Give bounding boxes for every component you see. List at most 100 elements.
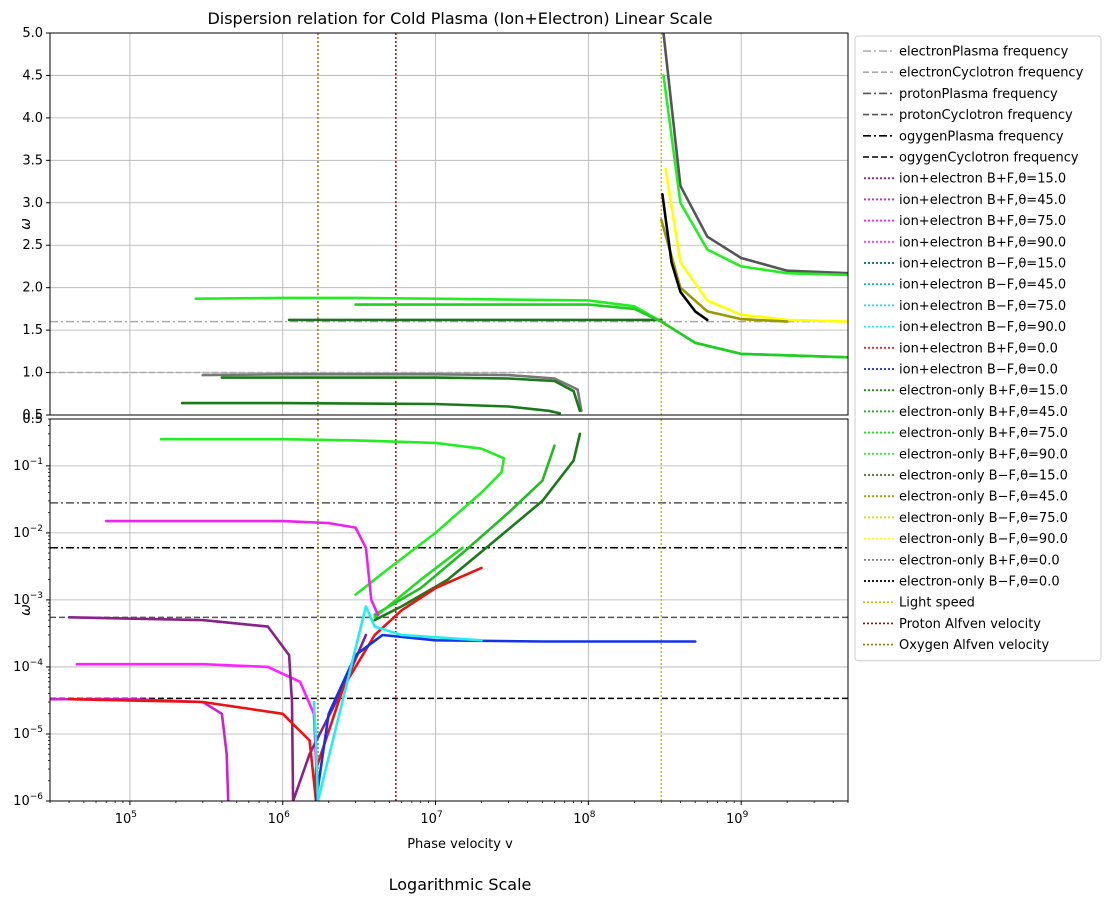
figure-title: Dispersion relation for Cold Plasma (Ion…: [207, 9, 712, 28]
legend-marker: [863, 389, 867, 392]
series-0-3: electron-only B+F, θ=0.0 (lower branch): [201, 372, 583, 413]
legend-marker: [887, 367, 891, 371]
y-tick-label: 0.5: [22, 408, 43, 423]
legend-marker: [863, 410, 867, 413]
legend-marker: [875, 516, 879, 519]
legend-marker: [863, 516, 867, 519]
legend-label: electron-only B−F,θ=0.0: [899, 575, 1060, 590]
legend-label: Proton Alfven velocity: [899, 617, 1041, 632]
legend-marker: [887, 304, 891, 307]
legend-box: [854, 35, 1102, 662]
legend-marker: [863, 346, 867, 349]
legend-marker: [887, 283, 891, 286]
legend-marker: [891, 346, 895, 349]
legend-marker: [867, 410, 871, 413]
legend-marker: [867, 495, 871, 498]
legend-marker: [891, 240, 895, 243]
legend-marker: [887, 240, 891, 243]
legend-marker: [871, 177, 875, 180]
series-1-2: electron-only B+F, θ=15.0: [373, 432, 582, 622]
legend-label: electron-only B+F,θ=15.0: [899, 384, 1068, 399]
legend-label: ion+electron B+F,θ=90.0: [899, 235, 1066, 250]
legend-marker: [879, 261, 883, 265]
legend-marker: [867, 452, 871, 455]
legend-marker: [883, 261, 887, 265]
legend-marker: [871, 367, 875, 371]
legend-marker: [863, 240, 867, 243]
legend-marker: [883, 219, 887, 222]
series-0-10: electron-only B−F, θ=0.0: [661, 193, 709, 322]
legend-marker: [887, 452, 891, 455]
legend-marker: [883, 304, 887, 307]
legend-marker: [891, 283, 895, 286]
legend-marker: [887, 346, 891, 349]
legend-marker: [879, 367, 883, 371]
legend-label: ion+electron B+F,θ=15.0: [899, 172, 1066, 187]
legend-label: electron-only B+F,θ=0.0: [899, 553, 1060, 568]
series-0-8: electron-only B−F, θ=90.0: [664, 167, 848, 323]
legend-label: electron-only B+F,θ=90.0: [899, 447, 1068, 462]
legend-marker: [887, 389, 891, 392]
legend-marker: [867, 325, 871, 328]
legend-marker: [891, 367, 895, 371]
series-1-1: electron-only B+F, θ=45.0: [373, 444, 556, 617]
legend-marker: [867, 304, 871, 307]
y-tick-label: 3.0: [22, 196, 43, 211]
legend-marker: [867, 177, 871, 180]
legend-marker: [887, 579, 891, 583]
legend-marker: [871, 389, 875, 392]
legend-marker: [883, 516, 887, 519]
legend-marker: [883, 367, 887, 371]
legend-label: ion+electron B−F,θ=90.0: [899, 320, 1066, 335]
legend-marker: [883, 198, 887, 201]
legend-marker: [891, 177, 895, 180]
legend-marker: [883, 177, 887, 180]
legend-marker: [883, 495, 887, 498]
legend-marker: [867, 367, 871, 371]
legend-marker: [875, 240, 879, 243]
legend-marker: [879, 537, 883, 540]
legend-label: ion+electron B−F,θ=45.0: [899, 278, 1066, 293]
legend-marker: [883, 431, 887, 434]
y-tick-label: 4.5: [22, 68, 43, 83]
legend-marker: [891, 410, 895, 413]
y-tick-label: 2.5: [22, 238, 43, 253]
legend-label: Oxygen Alfven velocity: [899, 638, 1049, 653]
legend-label: ion+electron B−F,θ=75.0: [899, 299, 1066, 314]
legend-marker: [879, 495, 883, 498]
legend-marker: [875, 325, 879, 328]
legend-marker: [863, 537, 867, 540]
legend-label: electron-only B−F,θ=45.0: [899, 490, 1068, 505]
bottom-panel-xlabel: Phase velocity v: [407, 837, 513, 852]
legend-label: ion+electron B+F,θ=0.0: [899, 341, 1058, 356]
legend-marker: [863, 495, 867, 498]
legend-marker: [887, 558, 891, 561]
legend-marker: [871, 325, 875, 328]
y-tick-label-top: 0.5: [22, 412, 43, 427]
legend-marker: [879, 473, 883, 477]
legend-marker: [863, 219, 867, 222]
legend-marker: [887, 431, 891, 434]
legend-marker: [891, 261, 895, 265]
legend-marker: [891, 304, 895, 307]
legend-marker: [867, 261, 871, 265]
legend-label: ogygenPlasma frequency: [899, 129, 1064, 144]
y-axis-label: ω: [18, 604, 34, 616]
legend-marker: [891, 537, 895, 540]
legend-label: electron-only B+F,θ=45.0: [899, 405, 1068, 420]
legend-marker: [883, 537, 887, 540]
legend-marker: [891, 558, 895, 561]
y-tick-label: 2.0: [22, 281, 43, 296]
legend: electronPlasma frequency electronCyclotro…: [854, 35, 1102, 662]
legend-marker: [875, 410, 879, 413]
legend-marker: [879, 389, 883, 392]
legend-marker: [867, 283, 871, 286]
legend-marker: [883, 325, 887, 328]
series-1-10: ion+electron B−F, θ=90.0: [312, 605, 483, 801]
legend-marker: [863, 558, 867, 561]
legend-marker: [883, 579, 887, 583]
legend-marker: [879, 410, 883, 413]
legend-marker: [891, 431, 895, 434]
legend-label: electronCyclotron frequency: [899, 66, 1084, 81]
